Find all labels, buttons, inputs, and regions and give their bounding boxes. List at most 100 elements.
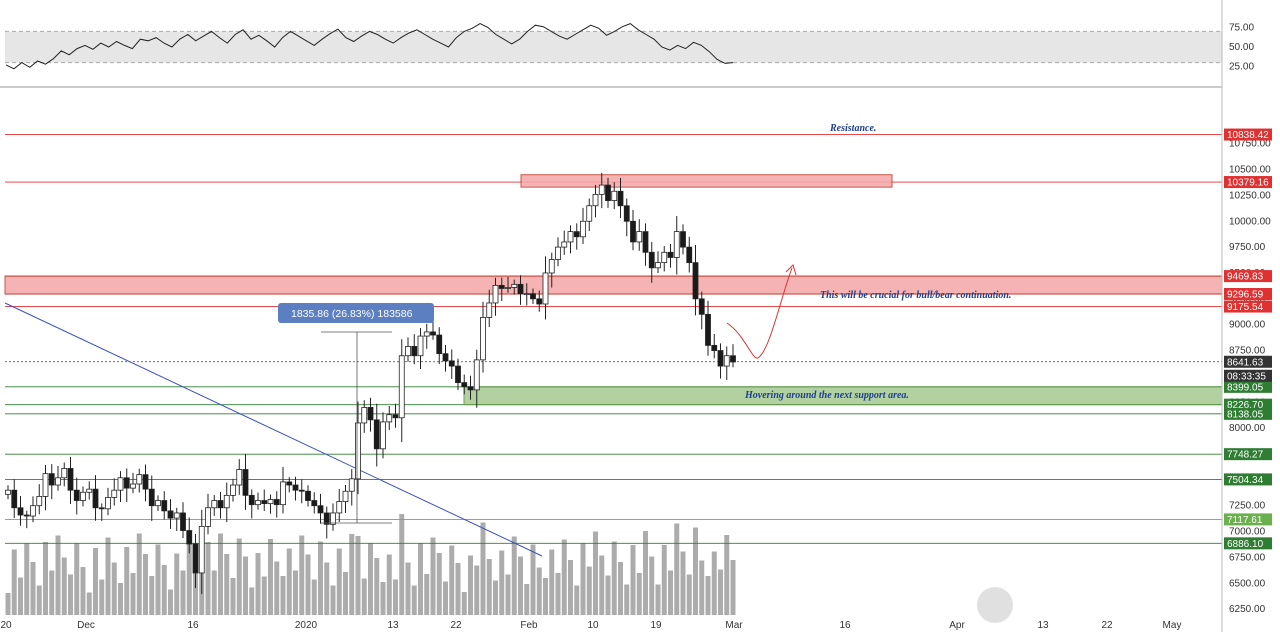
level-badge-label: 7117.61 [1227,515,1263,526]
volume-bar [718,569,723,615]
candle-body [255,500,261,506]
level-badge [1224,473,1272,486]
candle-body [573,231,580,238]
price-tick-label: 9000.00 [1229,320,1266,331]
price-tick-label: 9750.00 [1229,242,1266,253]
price-tick-label: 10250.00 [1229,190,1271,201]
volume-bar [543,578,548,615]
candle-body [548,259,555,274]
price-tick-label: 6500.00 [1229,578,1266,589]
volume-bar [668,570,673,615]
time-tick-label: 22 [1101,620,1113,631]
volume-bar [393,579,398,615]
zones [4,174,1223,406]
volume-bar [211,570,217,615]
level-badge-label: 9175.54 [1227,302,1264,313]
candle-body [286,481,293,486]
level-badge-label: 9296.59 [1227,290,1264,301]
volume-bar [174,553,180,615]
current-price-label: 8641.63 [1227,357,1264,368]
volume-bar [586,566,592,615]
volume-bar [205,542,211,615]
volume-bar [424,574,430,615]
volume-bar [336,548,342,615]
candle-body [273,499,280,506]
volume-bar [480,522,486,615]
candle-body [680,231,686,248]
level-badge [1224,380,1272,393]
volume-bar [443,581,448,615]
volume-bar [249,587,255,615]
volume-bar [299,535,305,615]
candle-body [130,483,136,489]
time-tick-label: 16 [839,620,851,631]
volume-bar [236,538,242,615]
candle-body [55,477,61,486]
volume-bar [68,574,73,615]
volume-bar [630,545,636,615]
volume-bar [143,554,148,615]
volume-bar [568,560,573,615]
projection-path [726,267,793,359]
volume-bar [705,576,711,615]
volume-bar [218,533,223,615]
level-badge [1224,448,1272,461]
volume-bar [24,543,30,615]
candle-body [461,382,468,388]
candle-body [311,500,318,507]
candle-body [155,500,161,507]
crucial-annotation: This will be crucial for bull/bear conti… [820,290,1011,301]
price-axis: 10750.00 10500.00 10250.00 10000.00 9750.00 9… [1221,0,1272,632]
volume-bar [430,537,436,615]
volume-bar [649,556,655,615]
candle-body [111,489,118,498]
candle-body [511,283,518,288]
volume-bar [93,548,98,615]
volume-bar [305,554,311,615]
candle-body [342,490,349,502]
volume-bar [136,533,142,615]
candle-body [430,331,436,336]
price-tick-label: 10000.00 [1229,216,1271,227]
candle-body [655,262,661,269]
watermark-text: 麦田财经News [1030,592,1191,620]
volume-bar [5,593,11,615]
candle-body [505,287,511,289]
candle-body [267,499,274,505]
candle-body [92,488,99,509]
volume-bar [86,592,92,615]
candle-body [330,512,336,525]
volume-bar [343,572,348,615]
candle-body [486,302,493,318]
volume-bar [593,531,598,615]
candle-body [717,350,724,367]
volume-bar [524,584,530,615]
candle-body [555,246,561,260]
candle-body [123,477,130,489]
candle-body [317,505,324,514]
current-price-badge [1224,355,1272,368]
level-badge-label: 8138.05 [1227,409,1264,420]
time-tick-label: 10 [587,620,599,631]
volume-bar [268,539,273,615]
candle-body [192,543,199,574]
volume-bar [286,548,292,615]
candle-body [386,414,393,423]
candle-body [517,283,524,295]
candle-body [473,359,480,391]
candle-body [667,251,674,258]
volume-bar [274,561,280,615]
price-tick-label: 8000.00 [1229,423,1266,434]
candle-body [455,365,461,384]
volume-bar [293,570,298,615]
volume-bar [536,567,542,615]
volume-bar [311,579,317,615]
volume-bar [36,585,42,615]
volume-bar [449,545,455,615]
candle-body [348,478,355,492]
volume-bar [686,574,692,615]
candle-body [580,220,586,238]
candle-body [417,335,424,357]
candle-body [180,512,186,531]
